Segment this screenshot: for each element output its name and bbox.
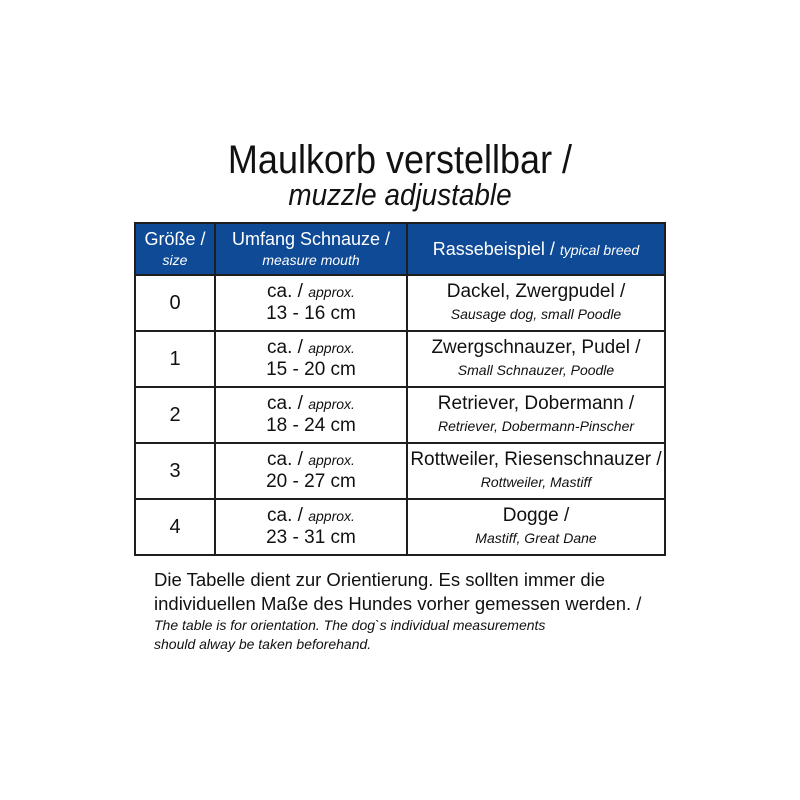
table-row: 0 ca. / approx. 13 - 16 cm Dackel, Zwergp… [134, 274, 666, 332]
breed-en: Rottweiler, Mastiff [480, 474, 592, 490]
breed-cell: Retriever, Dobermann / Retriever, Doberma… [406, 386, 666, 444]
breed-de: Dogge / [502, 505, 570, 526]
note-en-line2: should alway be taken beforehand. [154, 636, 372, 652]
mouth-cell: ca. / approx. 20 - 27 cm [214, 442, 408, 500]
note-de-line1: Die Tabelle dient zur Orientierung. Es s… [154, 569, 606, 590]
header-breed: Rassebeispiel / typical breed [406, 222, 666, 276]
approx-label: approx. [308, 284, 355, 300]
breed-en: Retriever, Dobermann-Pinscher [437, 418, 635, 434]
header-size-de: Größe / [144, 228, 206, 249]
title: Maulkorb verstellbar / [227, 138, 573, 182]
breed-cell: Rottweiler, Riesenschnauzer / Rottweiler,… [406, 442, 666, 500]
ca-label: ca. / [267, 505, 303, 526]
size-cell: 2 [134, 386, 216, 444]
header-mouth-de: Umfang Schnauze / [231, 228, 391, 249]
approx-label: approx. [308, 508, 355, 524]
mouth-cell: ca. / approx. 15 - 20 cm [214, 330, 408, 388]
approx-label: approx. [308, 452, 355, 468]
size-cell: 1 [134, 330, 216, 388]
breed-de: Retriever, Dobermann / [437, 393, 635, 414]
footnote: Die Tabelle dient zur Orientierung. Es s… [154, 568, 641, 654]
ca-label: ca. / [267, 337, 303, 358]
approx-label: approx. [308, 396, 355, 412]
breed-cell: Dackel, Zwergpudel / Sausage dog, small P… [406, 274, 666, 332]
approx-label: approx. [308, 340, 355, 356]
size-cell: 4 [134, 498, 216, 556]
breed-de: Zwergschnauzer, Pudel / [431, 337, 641, 358]
breed-de: Rottweiler, Riesenschnauzer / [410, 449, 662, 470]
range-value: 20 - 27 cm [266, 471, 356, 492]
mouth-cell: ca. / approx. 13 - 16 cm [214, 274, 408, 332]
ca-label: ca. / [267, 449, 303, 470]
note-de-line2: individuellen Maße des Hundes vorher gem… [154, 593, 642, 614]
header-size-en: size [162, 251, 188, 268]
breed-en: Small Schnauzer, Poodle [457, 362, 615, 378]
breed-en: Mastiff, Great Dane [475, 530, 597, 546]
subtitle: muzzle adjustable [288, 177, 512, 212]
size-cell: 0 [134, 274, 216, 332]
header-size: Größe / size [134, 222, 216, 276]
mouth-cell: ca. / approx. 23 - 31 cm [214, 498, 408, 556]
ca-label: ca. / [267, 393, 303, 414]
range-value: 13 - 16 cm [266, 303, 356, 324]
range-value: 23 - 31 cm [266, 527, 356, 548]
header-breed-de: Rassebeispiel / [432, 238, 555, 259]
table-row: 1 ca. / approx. 15 - 20 cm Zwergschnauzer… [134, 330, 666, 388]
table-row: 4 ca. / approx. 23 - 31 cm Dogge / Mastiff… [134, 498, 666, 556]
size-cell: 3 [134, 442, 216, 500]
breed-en: Sausage dog, small Poodle [450, 306, 622, 322]
table-row: 3 ca. / approx. 20 - 27 cm Rottweiler, Ri… [134, 442, 666, 500]
note-en-line1: The table is for orientation. The dog`s … [154, 617, 546, 633]
ca-label: ca. / [267, 281, 303, 302]
header-mouth-en: measure mouth [262, 251, 360, 268]
size-table: Größe / size Umfang Schnauze / measure mou… [134, 222, 666, 556]
range-value: 15 - 20 cm [266, 359, 356, 380]
table-header: Größe / size Umfang Schnauze / measure mou… [134, 222, 666, 276]
table-row: 2 ca. / approx. 18 - 24 cm Retriever, Dob… [134, 386, 666, 444]
breed-de: Dackel, Zwergpudel / [446, 281, 626, 302]
header-breed-en: typical breed [559, 241, 640, 258]
header-mouth: Umfang Schnauze / measure mouth [214, 222, 408, 276]
breed-cell: Zwergschnauzer, Pudel / Small Schnauzer, … [406, 330, 666, 388]
range-value: 18 - 24 cm [266, 415, 356, 436]
breed-cell: Dogge / Mastiff, Great Dane [406, 498, 666, 556]
mouth-cell: ca. / approx. 18 - 24 cm [214, 386, 408, 444]
